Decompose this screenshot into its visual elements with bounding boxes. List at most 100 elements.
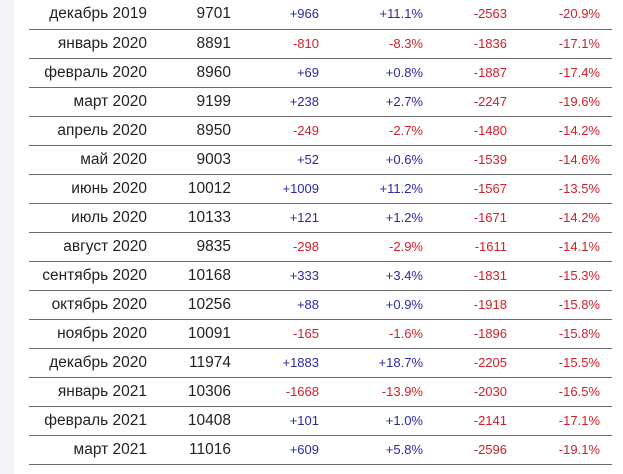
monthly-change-percent-cell: +0.9% (331, 290, 433, 320)
monthly-change-percent-cell: +3.4% (331, 261, 433, 291)
yearly-change-cell: -1836 (433, 29, 517, 59)
yearly-change-percent-cell: -17.1% (517, 406, 612, 436)
yearly-change-cell: -2141 (433, 406, 517, 436)
yearly-change-percent-cell: -14.2% (517, 116, 612, 146)
monthly-change-cell: -1668 (241, 377, 331, 407)
yearly-change-percent-cell: -15.8% (517, 319, 612, 349)
monthly-change-percent-cell: +0.6% (331, 145, 433, 175)
monthly-change-cell: +238 (241, 87, 331, 117)
monthly-change-percent-cell: +18.7% (331, 348, 433, 378)
yearly-change-percent-cell: -16.5% (517, 377, 612, 407)
month-cell: декабрь 2020 (29, 348, 153, 378)
value-cell: 10306 (153, 377, 241, 407)
monthly-change-cell: -810 (241, 29, 331, 59)
monthly-stats-table: декабрь 2019 9701 +966 +11.1% -2563 -20.9% янв… (29, 0, 612, 465)
table-row: июль 2020 10133 +121 +1.2% -1671 -14.2% (29, 203, 612, 233)
yearly-change-cell: -1567 (433, 174, 517, 204)
value-cell: 9701 (153, 0, 241, 30)
yearly-change-cell: -2247 (433, 87, 517, 117)
month-cell: сентябрь 2020 (29, 261, 153, 291)
table-row: февраль 2021 10408 +101 +1.0% -2141 -17.1% (29, 406, 612, 436)
monthly-change-cell: -165 (241, 319, 331, 349)
value-cell: 10256 (153, 290, 241, 320)
yearly-change-cell: -2030 (433, 377, 517, 407)
value-cell: 9003 (153, 145, 241, 175)
table-row: ноябрь 2020 10091 -165 -1.6% -1896 -15.8% (29, 319, 612, 349)
month-cell: январь 2020 (29, 29, 153, 59)
yearly-change-cell: -1480 (433, 116, 517, 146)
monthly-change-percent-cell: +11.2% (331, 174, 433, 204)
month-cell: апрель 2020 (29, 116, 153, 146)
table-row: сентябрь 2020 10168 +333 +3.4% -1831 -15.3% (29, 261, 612, 291)
yearly-change-percent-cell: -14.1% (517, 232, 612, 262)
yearly-change-percent-cell: -17.4% (517, 58, 612, 88)
month-cell: ноябрь 2020 (29, 319, 153, 349)
month-cell: март 2020 (29, 87, 153, 117)
monthly-change-percent-cell: -8.3% (331, 29, 433, 59)
monthly-change-cell: +52 (241, 145, 331, 175)
value-cell: 11016 (153, 435, 241, 465)
month-cell: июль 2020 (29, 203, 153, 233)
yearly-change-cell: -1671 (433, 203, 517, 233)
yearly-change-cell: -1918 (433, 290, 517, 320)
table-row: февраль 2020 8960 +69 +0.8% -1887 -17.4% (29, 58, 612, 88)
table-row: май 2020 9003 +52 +0.6% -1539 -14.6% (29, 145, 612, 175)
table-body: декабрь 2019 9701 +966 +11.1% -2563 -20.9% янв… (29, 0, 612, 465)
monthly-change-cell: +1883 (241, 348, 331, 378)
yearly-change-cell: -2205 (433, 348, 517, 378)
table-row: январь 2021 10306 -1668 -13.9% -2030 -16.5% (29, 377, 612, 407)
month-cell: июнь 2020 (29, 174, 153, 204)
monthly-change-cell: +69 (241, 58, 331, 88)
yearly-change-percent-cell: -14.6% (517, 145, 612, 175)
table-row: декабрь 2020 11974 +1883 +18.7% -2205 -15.5% (29, 348, 612, 378)
month-cell: май 2020 (29, 145, 153, 175)
yearly-change-percent-cell: -15.5% (517, 348, 612, 378)
value-cell: 8950 (153, 116, 241, 146)
monthly-change-cell: +333 (241, 261, 331, 291)
value-cell: 10133 (153, 203, 241, 233)
yearly-change-percent-cell: -19.6% (517, 87, 612, 117)
page-sidebar-strip (0, 0, 14, 474)
month-cell: февраль 2020 (29, 58, 153, 88)
month-cell: декабрь 2019 (29, 0, 153, 30)
month-cell: октябрь 2020 (29, 290, 153, 320)
table-row: март 2020 9199 +238 +2.7% -2247 -19.6% (29, 87, 612, 117)
yearly-change-percent-cell: -13.5% (517, 174, 612, 204)
yearly-change-cell: -1611 (433, 232, 517, 262)
monthly-change-percent-cell: +2.7% (331, 87, 433, 117)
monthly-change-percent-cell: -2.9% (331, 232, 433, 262)
monthly-change-percent-cell: -1.6% (331, 319, 433, 349)
table-row: июнь 2020 10012 +1009 +11.2% -1567 -13.5% (29, 174, 612, 204)
yearly-change-percent-cell: -14.2% (517, 203, 612, 233)
table-row: апрель 2020 8950 -249 -2.7% -1480 -14.2% (29, 116, 612, 146)
yearly-change-cell: -1539 (433, 145, 517, 175)
monthly-change-cell: +1009 (241, 174, 331, 204)
monthly-change-percent-cell: +0.8% (331, 58, 433, 88)
month-cell: август 2020 (29, 232, 153, 262)
monthly-change-percent-cell: +11.1% (331, 0, 433, 30)
table-row: октябрь 2020 10256 +88 +0.9% -1918 -15.8% (29, 290, 612, 320)
value-cell: 11974 (153, 348, 241, 378)
yearly-change-percent-cell: -15.3% (517, 261, 612, 291)
monthly-change-cell: -249 (241, 116, 331, 146)
yearly-change-percent-cell: -15.8% (517, 290, 612, 320)
month-cell: февраль 2021 (29, 406, 153, 436)
monthly-change-percent-cell: +1.2% (331, 203, 433, 233)
value-cell: 8891 (153, 29, 241, 59)
value-cell: 10408 (153, 406, 241, 436)
monthly-change-cell: +121 (241, 203, 331, 233)
value-cell: 10091 (153, 319, 241, 349)
monthly-change-percent-cell: +5.8% (331, 435, 433, 465)
monthly-change-cell: +88 (241, 290, 331, 320)
yearly-change-cell: -2596 (433, 435, 517, 465)
monthly-change-cell: +609 (241, 435, 331, 465)
value-cell: 9835 (153, 232, 241, 262)
table-row: январь 2020 8891 -810 -8.3% -1836 -17.1% (29, 29, 612, 59)
yearly-change-percent-cell: -17.1% (517, 29, 612, 59)
yearly-change-percent-cell: -20.9% (517, 0, 612, 30)
yearly-change-percent-cell: -19.1% (517, 435, 612, 465)
month-cell: январь 2021 (29, 377, 153, 407)
table-row: август 2020 9835 -298 -2.9% -1611 -14.1% (29, 232, 612, 262)
value-cell: 10168 (153, 261, 241, 291)
yearly-change-cell: -1831 (433, 261, 517, 291)
